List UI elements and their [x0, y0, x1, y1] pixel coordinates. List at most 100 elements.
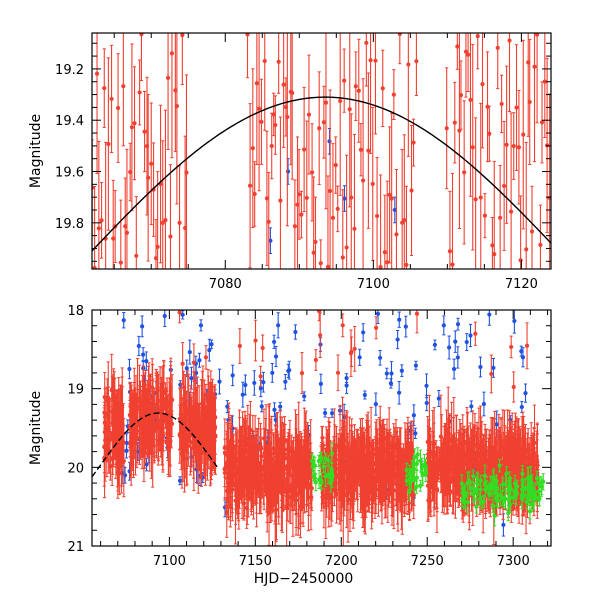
red-data-point: [387, 192, 392, 197]
red-data-point: [509, 209, 514, 214]
blue-data-point: [455, 322, 461, 327]
red-data-point: [222, 470, 227, 476]
red-data-point: [99, 218, 104, 223]
blue-data-point: [327, 139, 332, 144]
red-data-point: [109, 96, 114, 102]
red-data-point: [356, 88, 361, 93]
red-data-point: [258, 465, 263, 471]
red-data-point: [213, 433, 218, 438]
red-data-point: [285, 463, 290, 469]
red-data-point: [294, 492, 299, 498]
red-data-point: [235, 498, 240, 503]
red-data-point: [163, 217, 168, 223]
blue-data-point: [411, 413, 416, 418]
red-data-point: [490, 243, 495, 248]
red-data-point: [254, 81, 259, 86]
blue-data-point: [144, 358, 149, 364]
red-data-point: [248, 483, 253, 488]
blue-data-point: [397, 317, 402, 322]
red-data-point: [146, 175, 151, 180]
red-data-point: [203, 408, 208, 413]
red-data-point: [370, 181, 375, 187]
red-data-point: [411, 140, 416, 145]
red-data-point: [150, 407, 156, 412]
red-data-point: [232, 458, 237, 463]
blue-data-point: [285, 169, 291, 174]
red-data-point: [191, 426, 196, 431]
blue-data-point: [451, 366, 457, 372]
red-data-point: [143, 423, 148, 428]
red-data-point: [155, 244, 160, 249]
red-data-point: [542, 79, 547, 84]
red-data-point: [414, 59, 419, 64]
blue-data-point: [209, 342, 214, 347]
blue-data-point: [273, 354, 279, 359]
blue-data-point: [395, 337, 400, 342]
red-data-point: [475, 34, 480, 39]
red-data-point: [487, 131, 492, 136]
red-data-point: [174, 104, 179, 109]
blue-data-point: [375, 311, 381, 316]
red-data-point: [511, 143, 516, 149]
red-data-point: [102, 86, 107, 91]
red-data-point: [391, 92, 396, 97]
red-data-point: [153, 256, 159, 261]
red-data-point: [492, 252, 497, 257]
red-data-point: [353, 84, 358, 89]
red-data-point: [465, 52, 471, 57]
blue-data-point: [271, 339, 277, 344]
red-data-point: [106, 400, 111, 405]
red-data-point: [338, 98, 343, 104]
red-data-point: [296, 192, 302, 197]
red-data-point: [360, 178, 366, 183]
red-data-point: [306, 112, 312, 117]
red-data-point: [134, 253, 139, 258]
red-data-point: [170, 397, 175, 402]
top-panel: 7080 7100 7120 19.2 19.4 19.6 19.8 Magnitude: [28, 32, 552, 292]
blue-data-point: [268, 238, 273, 243]
blue-data-point: [413, 363, 419, 368]
red-data-point: [470, 145, 475, 150]
red-data-point: [293, 479, 298, 484]
red-data-point: [325, 264, 331, 269]
red-data-point: [106, 141, 111, 147]
blue-data-point: [494, 422, 499, 427]
red-data-point: [267, 485, 272, 490]
red-data-point: [340, 255, 345, 260]
blue-data-point: [258, 386, 263, 391]
red-data-point: [119, 427, 124, 432]
red-data-point: [244, 505, 249, 511]
red-data-point: [504, 142, 509, 147]
blue-data-point: [230, 373, 235, 378]
blue-data-point: [259, 404, 264, 409]
blue-data-point: [392, 207, 397, 213]
red-data-point: [124, 230, 130, 235]
plot-area: [92, 33, 551, 269]
red-data-point: [299, 212, 304, 217]
blue-data-point: [487, 312, 492, 317]
red-data-point: [252, 191, 257, 197]
red-data-point: [463, 49, 469, 54]
blue-data-point: [342, 196, 347, 201]
red-data-point: [267, 441, 272, 446]
red-data-point: [247, 183, 253, 188]
blue-data-point: [252, 380, 257, 386]
red-data-point: [458, 92, 464, 98]
blue-data-point: [389, 371, 394, 376]
red-data-point: [94, 71, 100, 76]
red-data-point: [138, 423, 143, 428]
red-data-point: [313, 239, 318, 245]
y-tick-label: 19.2: [55, 63, 84, 78]
red-data-point: [480, 82, 485, 87]
red-data-point: [245, 442, 250, 447]
red-data-point: [236, 487, 241, 492]
blue-data-point: [501, 522, 506, 528]
red-data-point: [96, 226, 101, 231]
red-data-point: [180, 33, 185, 38]
red-data-point: [264, 196, 270, 201]
blue-data-point: [293, 329, 298, 335]
red-data-point: [289, 482, 295, 487]
blue-data-point: [384, 371, 389, 376]
red-data-point: [478, 195, 483, 200]
red-data-point: [514, 105, 519, 110]
